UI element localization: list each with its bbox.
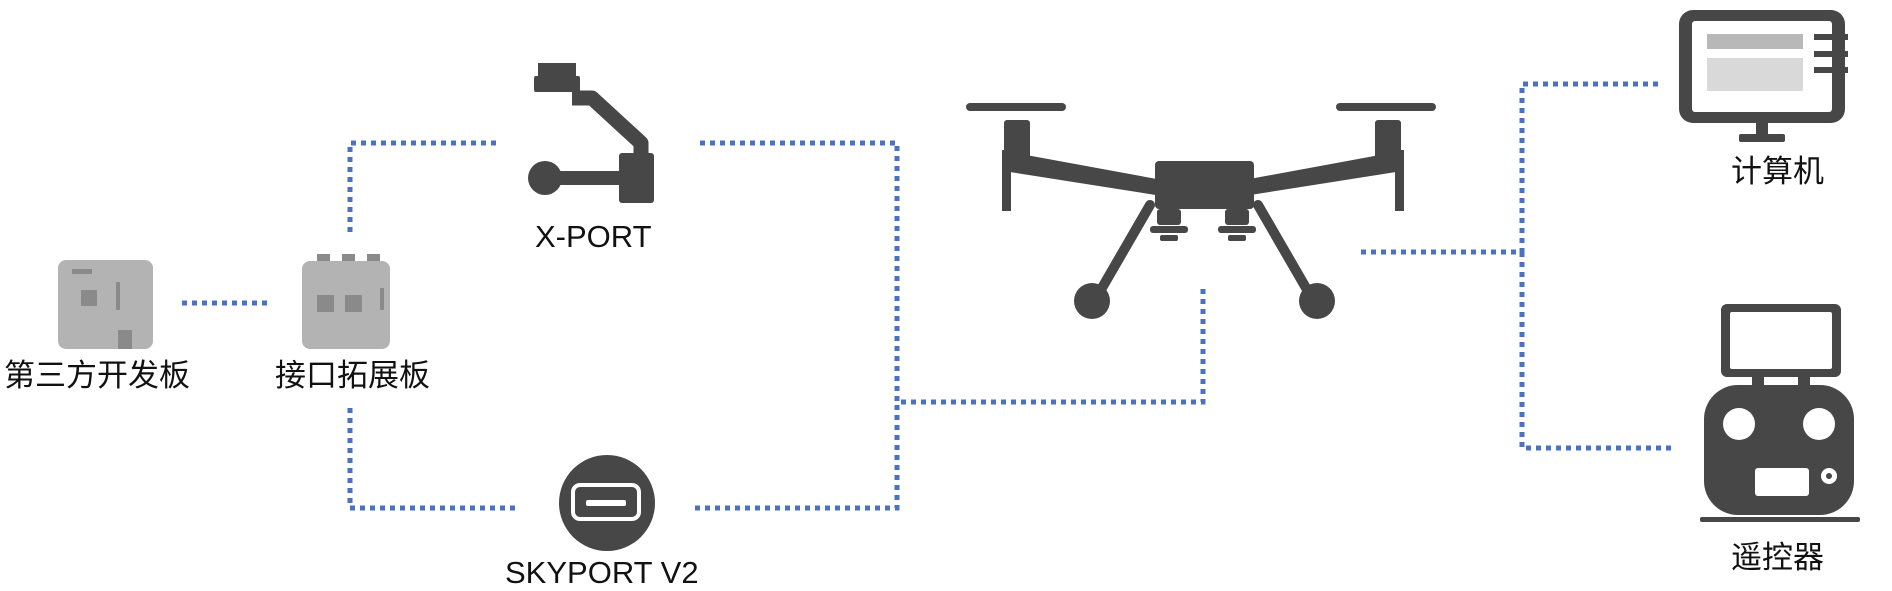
remote-stick-left	[1723, 408, 1755, 440]
drone-foot-right	[1299, 283, 1335, 319]
drone-gimbal-mount-left	[1157, 209, 1181, 225]
remote-screen-holder	[1752, 374, 1764, 388]
remote-screen-holder	[1798, 374, 1810, 388]
remote-screen	[1730, 312, 1832, 369]
expansion-board-pin	[367, 254, 380, 263]
gimbal-mount-base	[534, 76, 580, 92]
edge-expansion-to-xport	[347, 140, 500, 232]
remote-bottom-bar	[1700, 517, 1860, 522]
expansion-board-pin	[342, 254, 355, 263]
dev-board-chip	[81, 290, 97, 306]
connectors	[182, 81, 1674, 511]
skyport-connector-icon	[559, 455, 655, 551]
gimbal-motor	[619, 153, 654, 203]
monitor-content	[1707, 58, 1803, 91]
expansion-board-icon	[302, 254, 390, 349]
drone-foot-left	[1074, 283, 1110, 319]
drone-arm-post-right	[1395, 150, 1404, 211]
label-expansion-board: 接口拓展板	[275, 358, 430, 393]
remote-display	[1755, 468, 1809, 496]
gimbal-arm	[572, 90, 649, 158]
monitor-stand	[1756, 123, 1768, 135]
drone-motor-left	[1004, 120, 1030, 159]
drone-leg-right	[1253, 200, 1318, 305]
drone-arm-left	[1010, 152, 1162, 196]
drone-icon	[966, 103, 1436, 319]
drone-propeller-right	[1336, 103, 1436, 111]
drone-propeller-left	[966, 103, 1066, 111]
expansion-board-connector	[380, 288, 384, 310]
label-xport: X-PORT	[535, 219, 652, 254]
drone-body	[1155, 161, 1254, 209]
monitor-menu-line	[1814, 51, 1848, 57]
dev-board-port	[118, 330, 132, 349]
edge-xport-to-drone	[700, 140, 1206, 405]
label-computer: 计算机	[1731, 154, 1824, 189]
remote-controller-icon	[1700, 304, 1860, 522]
dev-board-icon	[58, 260, 153, 349]
monitor-icon	[1679, 10, 1848, 142]
drone-payload-right-base	[1228, 235, 1246, 241]
expansion-board-chip	[345, 295, 362, 312]
drone-arm-right	[1244, 152, 1396, 196]
expansion-board-chip	[317, 295, 334, 312]
edge-skyport-to-drone	[695, 402, 900, 511]
monitor-title-bar	[1707, 34, 1803, 49]
gimbal-icon	[528, 63, 654, 203]
label-skyport: SKYPORT V2	[505, 555, 699, 590]
dev-board-body	[58, 260, 153, 349]
skyport-port-outline	[571, 483, 641, 521]
monitor-menu-line	[1814, 34, 1848, 40]
edge-drone-to-remote	[1519, 252, 1674, 451]
remote-stick-right	[1803, 408, 1835, 440]
monitor-base	[1739, 134, 1785, 142]
skyport-port-pins	[586, 500, 626, 506]
drone-gimbal-mount-right	[1225, 209, 1249, 225]
edge-drone-to-computer	[1361, 81, 1660, 255]
drone-motor-right	[1375, 120, 1401, 159]
dev-board-connector	[116, 282, 120, 310]
drone-leg-left	[1090, 200, 1155, 305]
label-remote: 遥控器	[1731, 540, 1824, 575]
remote-button-center	[1826, 473, 1832, 479]
drone-payload-right	[1218, 226, 1256, 233]
gimbal-mount	[538, 63, 576, 77]
drone-payload-left	[1150, 226, 1188, 233]
monitor-menu-line	[1814, 67, 1848, 73]
drone-payload-left-base	[1160, 235, 1178, 241]
edge-expansion-to-skyport	[347, 408, 520, 511]
drone-arm-post-left	[1002, 150, 1011, 211]
gimbal-camera	[528, 161, 562, 195]
expansion-board-pin	[317, 254, 330, 263]
dev-board-slot	[72, 269, 92, 274]
label-third-party-board: 第三方开发板	[4, 358, 190, 393]
